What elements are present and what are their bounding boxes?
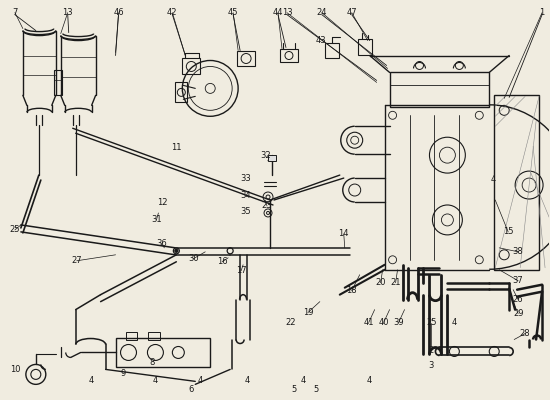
Text: 15: 15 [503,227,514,236]
Text: 42: 42 [167,8,178,17]
Bar [268,155,276,161]
Text: 11: 11 [171,143,182,152]
Text: 4: 4 [89,376,94,385]
Text: 35: 35 [241,208,251,216]
Text: 18: 18 [346,286,357,295]
Text: 28: 28 [520,329,530,338]
Text: 37: 37 [513,276,524,285]
Text: 38: 38 [513,247,524,256]
Text: 4: 4 [244,376,250,385]
Text: 4: 4 [153,376,158,385]
Bar [325,42,339,58]
Text: 8: 8 [150,358,155,367]
Text: 17: 17 [236,266,246,275]
Bar [182,58,200,74]
Text: 25: 25 [426,318,437,327]
Text: 22: 22 [285,318,296,327]
Text: 9: 9 [121,369,126,378]
Text: 16: 16 [217,257,228,266]
Text: 13: 13 [62,8,73,17]
Text: 12: 12 [157,198,168,208]
Text: 29: 29 [513,309,524,318]
Text: 34: 34 [241,190,251,200]
Bar [54,70,62,95]
Text: 41: 41 [364,318,374,327]
Text: 47: 47 [346,8,357,17]
Text: 1: 1 [540,8,544,17]
Text: 40: 40 [378,318,389,327]
Text: 43: 43 [316,36,326,45]
Bar [116,338,210,368]
Text: 4: 4 [300,376,306,385]
Text: 6: 6 [189,385,194,394]
Text: 3: 3 [429,361,434,370]
Text: 7: 7 [12,8,18,17]
Text: 4: 4 [452,318,457,327]
Text: 39: 39 [393,318,404,327]
Text: 13: 13 [282,8,292,17]
Bar [280,48,298,62]
Text: 2: 2 [429,346,434,355]
Bar [494,95,539,270]
Circle shape [175,249,178,252]
Text: 20: 20 [376,278,386,287]
Text: 24: 24 [317,8,327,17]
Bar [389,72,490,107]
Text: 31: 31 [151,216,162,224]
Bar [125,332,138,340]
Text: 4: 4 [367,376,372,385]
Bar [148,332,161,340]
Text: 36: 36 [156,239,167,248]
Text: 44: 44 [273,8,283,17]
Text: 4: 4 [491,174,496,184]
Text: 21: 21 [390,278,401,287]
Text: 45: 45 [228,8,238,17]
Text: 23: 23 [262,202,272,210]
Text: 27: 27 [72,256,82,265]
Text: 26: 26 [513,295,524,304]
Text: 10: 10 [10,365,20,374]
Text: 30: 30 [188,254,199,263]
Text: 14: 14 [338,229,349,238]
Text: 46: 46 [113,8,124,17]
Text: 32: 32 [261,151,271,160]
Text: 4: 4 [197,376,203,385]
Bar [237,50,255,66]
Text: 25: 25 [10,225,20,234]
Bar [175,82,188,102]
Text: 5: 5 [314,385,318,394]
Text: 19: 19 [302,308,313,317]
Bar [358,38,372,54]
Text: 5: 5 [292,385,296,394]
Text: 33: 33 [241,174,251,182]
